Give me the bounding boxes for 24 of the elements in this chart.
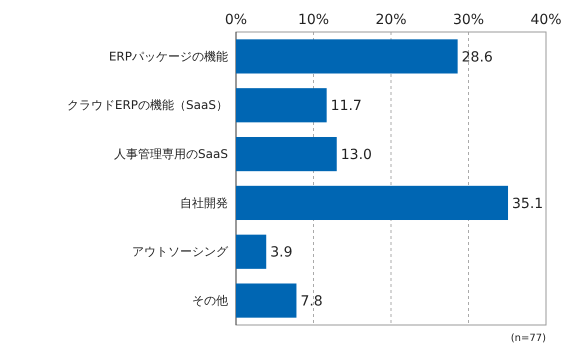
bar (236, 283, 296, 318)
bar (236, 136, 337, 172)
x-tick-label: 20% (375, 12, 407, 28)
data-label: 28.6 (462, 49, 493, 66)
data-label: 35.1 (512, 196, 544, 212)
y-tick-label: ERPパッケージの機能 (108, 49, 228, 64)
y-tick-label: 人事管理専用のSaaS (114, 146, 228, 161)
x-tick-label: 10% (298, 12, 330, 28)
y-tick-label: アウトソーシング (132, 244, 229, 259)
y-tick-label: 自社開発 (180, 196, 228, 210)
data-label: 11.7 (330, 98, 362, 114)
y-tick-label: クラウドERPの機能（SaaS） (66, 98, 228, 112)
data-label: 13.0 (340, 146, 372, 163)
x-tick-label: 40% (530, 12, 562, 28)
x-tick-label: 30% (452, 12, 484, 28)
text: (n=77) (510, 333, 546, 344)
bar (236, 88, 327, 122)
bar (236, 39, 458, 74)
bar (236, 234, 266, 269)
y-tick-label: その他 (192, 293, 228, 308)
data-label: 7.8 (300, 293, 323, 310)
bar (236, 186, 508, 220)
data-label: 3.9 (270, 244, 292, 261)
x-tick-label: 0% (224, 12, 248, 28)
